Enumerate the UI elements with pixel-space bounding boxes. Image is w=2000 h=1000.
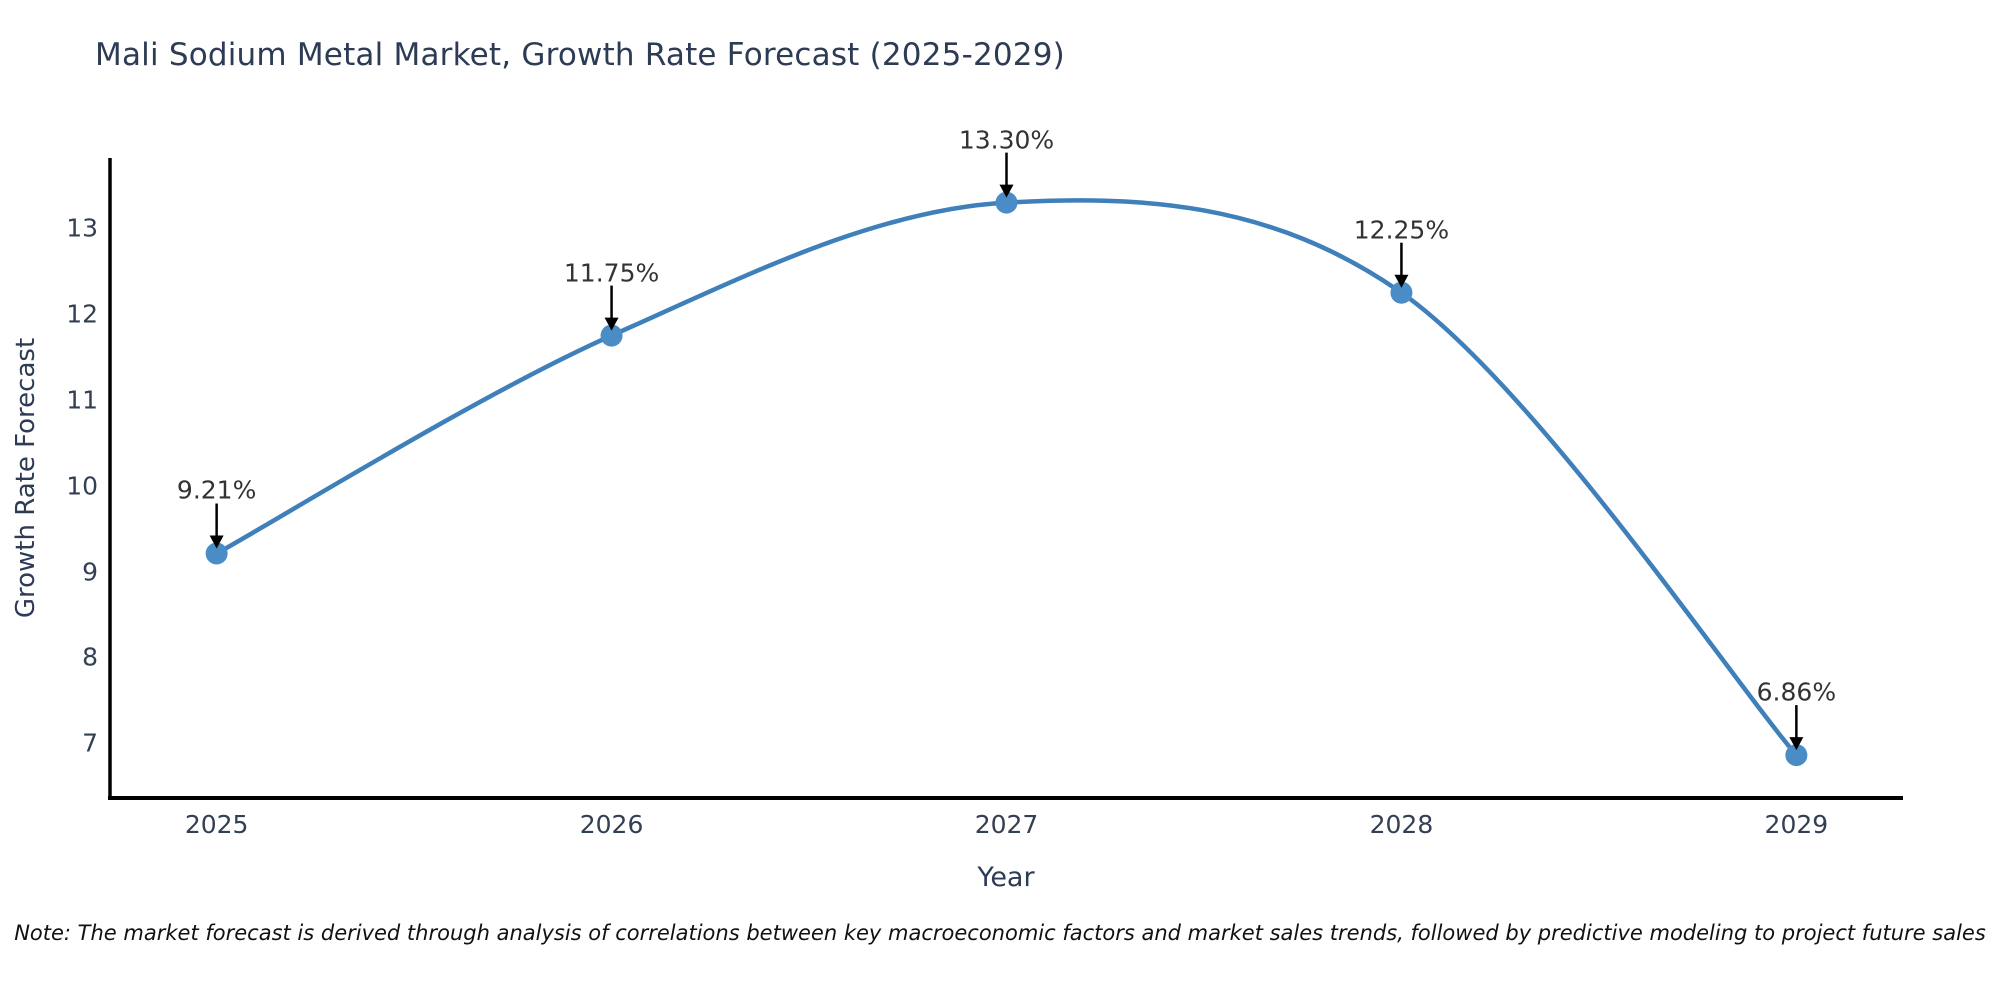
y-tick-label: 7 (82, 728, 98, 758)
annotation-arrow-head (604, 317, 619, 331)
annotation-arrow-head (1789, 737, 1804, 751)
y-tick-label: 10 (66, 471, 98, 501)
y-tick-label: 12 (66, 299, 98, 329)
y-tick-label: 9 (82, 557, 98, 586)
x-tick-label: 2026 (579, 810, 644, 839)
x-tick-label: 2025 (184, 810, 249, 839)
x-tick-label: 2029 (1764, 810, 1829, 839)
annotation-arrow-head (1394, 274, 1409, 288)
x-tick-label: 2027 (974, 810, 1039, 839)
y-tick-label: 11 (66, 385, 98, 415)
data-point-marker (205, 542, 228, 565)
data-point-marker (600, 324, 623, 347)
x-tick-label: 2028 (1369, 810, 1434, 839)
point-value-label: 13.30% (958, 125, 1055, 155)
annotation-arrow-head (999, 184, 1014, 198)
y-tick-label: 8 (82, 642, 98, 672)
data-point-marker (1785, 744, 1808, 767)
y-tick-label: 13 (66, 213, 98, 243)
annotation-arrow-head (209, 535, 224, 549)
forecast-line (214, 198, 1799, 758)
point-value-label: 9.21% (176, 475, 257, 505)
point-value-label: 6.86% (1756, 677, 1837, 707)
point-value-label: 11.75% (563, 258, 660, 288)
point-value-label: 12.25% (1353, 215, 1450, 245)
data-point-marker (995, 191, 1018, 214)
chart-title: Mali Sodium Metal Market, Growth Rate Fo… (95, 37, 1065, 73)
footnote: Note: The market forecast is derived thr… (14, 921, 1986, 945)
x-axis-title: Year (977, 862, 1035, 893)
data-point-marker (1390, 281, 1413, 304)
